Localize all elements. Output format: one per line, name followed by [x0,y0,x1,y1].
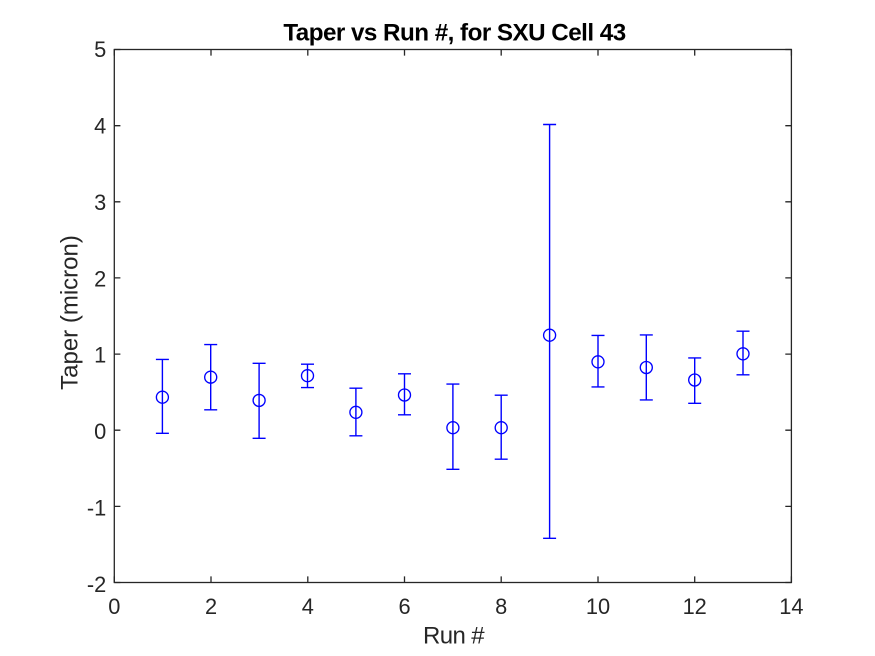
svg-text:12: 12 [683,594,707,619]
svg-text:3: 3 [94,190,106,215]
svg-text:2: 2 [94,266,106,291]
svg-text:5: 5 [94,37,106,62]
svg-text:0: 0 [108,594,120,619]
svg-text:-1: -1 [87,496,106,521]
svg-text:10: 10 [586,594,610,619]
svg-text:6: 6 [398,594,410,619]
svg-text:Taper vs Run #, for SXU Cell 4: Taper vs Run #, for SXU Cell 43 [283,19,625,46]
svg-text:1: 1 [94,343,106,368]
svg-text:Run #: Run # [423,623,485,650]
svg-text:Taper (micron): Taper (micron) [57,235,84,390]
svg-text:0: 0 [94,419,106,444]
svg-text:2: 2 [205,594,217,619]
svg-text:14: 14 [779,594,803,619]
svg-text:8: 8 [495,594,507,619]
svg-text:4: 4 [94,114,106,139]
svg-text:-2: -2 [87,572,106,597]
svg-text:4: 4 [302,594,314,619]
